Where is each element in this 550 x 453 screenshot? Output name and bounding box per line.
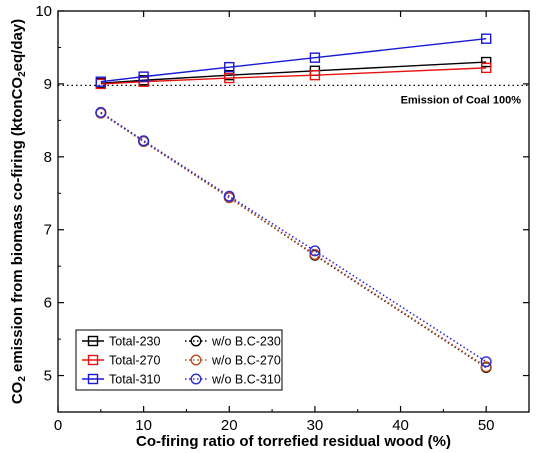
x-tick-label: 10 xyxy=(135,417,152,434)
data-point xyxy=(87,354,99,366)
data-point xyxy=(309,245,321,257)
y-label-subscript: 2 xyxy=(17,71,28,77)
y-label-subscript: 2 xyxy=(17,376,28,382)
data-series xyxy=(95,33,492,374)
series-line xyxy=(100,38,487,83)
legend-label: w/o B.C-270 xyxy=(211,354,281,368)
y-tick-label: 10 xyxy=(35,3,52,20)
data-point xyxy=(190,354,202,366)
legend-box xyxy=(75,329,283,391)
legend-entry: w/o B.C-270 xyxy=(185,354,281,368)
data-point xyxy=(87,335,99,347)
data-point xyxy=(138,71,149,82)
x-tick-label: 50 xyxy=(478,417,495,434)
data-point xyxy=(190,373,202,385)
reference-line-group: Emission of Coal 100% xyxy=(58,84,529,106)
legend-entry: Total-310 xyxy=(82,373,160,387)
series-line xyxy=(100,67,487,85)
series-group xyxy=(95,106,492,368)
y-tick-label: 7 xyxy=(44,222,52,239)
legend-entry: w/o B.C-310 xyxy=(185,373,281,387)
data-point xyxy=(95,76,107,87)
data-point xyxy=(309,69,321,81)
y-tick-label: 9 xyxy=(44,76,52,93)
legend-entry: w/o B.C-230 xyxy=(185,335,281,349)
data-point xyxy=(480,33,492,44)
data-point xyxy=(190,335,202,347)
series-group xyxy=(95,56,492,89)
legend-label: Total-230 xyxy=(109,335,160,349)
data-point xyxy=(95,106,107,118)
x-tick-label: 30 xyxy=(307,417,324,434)
y-label-part: eq/day) xyxy=(9,19,26,72)
x-tick-label: 0 xyxy=(54,417,62,434)
y-tick-label: 5 xyxy=(44,368,52,385)
data-point xyxy=(224,72,235,84)
data-point xyxy=(224,61,235,73)
legend-entry: Total-270 xyxy=(82,354,160,368)
data-point xyxy=(138,135,150,147)
x-tick-label: 40 xyxy=(392,417,409,434)
y-label-part: emission from biomass co-firing (ktonCO xyxy=(9,77,26,377)
y-tick-label: 8 xyxy=(44,149,52,166)
x-tick-label: 20 xyxy=(221,417,238,434)
y-label-part: CO xyxy=(9,381,26,404)
data-point xyxy=(480,56,492,68)
plot-area-frame xyxy=(57,10,530,413)
data-point xyxy=(480,356,492,368)
data-point xyxy=(480,62,492,74)
series-line xyxy=(100,112,487,368)
legend-label: Total-270 xyxy=(109,354,160,368)
data-point xyxy=(87,373,99,385)
data-point xyxy=(309,52,321,63)
legend-label: w/o B.C-230 xyxy=(211,335,281,349)
legend-label: w/o B.C-310 xyxy=(211,373,281,387)
legend-entry: Total-230 xyxy=(82,335,160,349)
series-line xyxy=(100,61,487,84)
data-point xyxy=(223,190,235,202)
legend-label: Total-310 xyxy=(109,373,160,387)
x-axis-label: Co-firing ratio of torrefied residual wo… xyxy=(136,433,451,450)
y-tick-label: 6 xyxy=(44,295,52,312)
legend: Total-230 w/o B.C-230 Total-270 w/o B.C-270… xyxy=(75,329,283,391)
data-point xyxy=(480,361,492,373)
series-line xyxy=(100,111,487,363)
reference-line-label: Emission of Coal 100% xyxy=(401,94,522,106)
y-axis-label: CO2 emission from biomass co-firing (kto… xyxy=(9,19,28,404)
series-group xyxy=(95,33,492,87)
